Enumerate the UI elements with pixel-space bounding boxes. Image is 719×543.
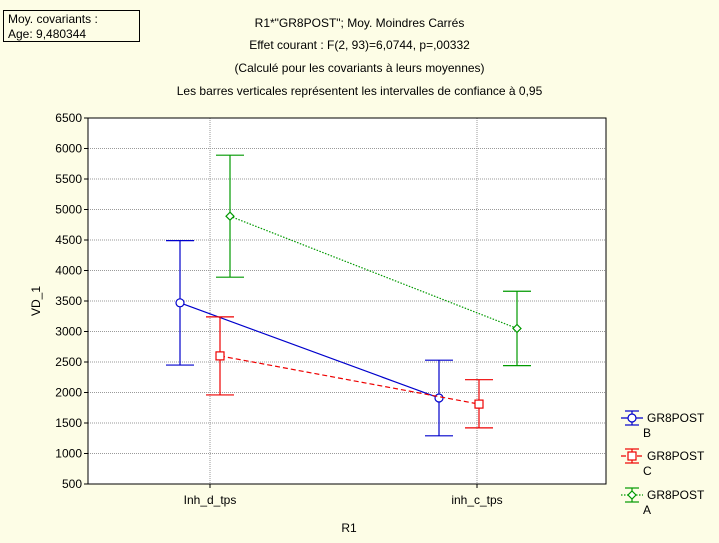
legend-label: GR8POST <box>647 411 705 425</box>
chart-note-confidence: Les barres verticales représentent les i… <box>176 84 543 98</box>
x-tick-label: Inh_d_tps <box>184 493 237 507</box>
y-tick-label: 1000 <box>55 447 82 461</box>
data-point-marker <box>225 211 235 222</box>
covariates-line-2: Age: 9,480344 <box>8 27 87 41</box>
y-tick-label: 3000 <box>55 325 82 339</box>
covariates-box: Moy. covariants : Age: 9,480344 <box>3 10 140 42</box>
data-point-marker <box>215 351 225 361</box>
data-point-marker <box>627 413 637 423</box>
y-tick-label: 2500 <box>55 355 82 369</box>
covariates-line-1: Moy. covariants : <box>8 12 98 26</box>
legend-label: GR8POST <box>647 449 705 463</box>
legend-label-group: A <box>643 503 651 517</box>
y-tick-label: 6000 <box>55 142 82 156</box>
y-tick-label: 6500 <box>55 111 82 125</box>
chart-subtitle: Effet courant : F(2, 93)=6,0744, p=,0033… <box>249 38 470 52</box>
legend-label-group: B <box>643 426 651 440</box>
data-point-marker <box>175 298 185 308</box>
data-point-marker <box>434 393 444 403</box>
legend-label-group: C <box>643 464 652 478</box>
y-tick-label: 3500 <box>55 294 82 308</box>
x-tick-label: inh_c_tps <box>451 493 502 507</box>
legend-label: GR8POST <box>647 488 705 502</box>
y-tick-label: 2000 <box>55 386 82 400</box>
data-point-marker <box>627 451 637 461</box>
series-line <box>229 215 518 330</box>
y-tick-label: 500 <box>62 477 82 491</box>
data-point-marker <box>474 399 484 409</box>
y-tick-label: 4000 <box>55 264 82 278</box>
data-point-marker <box>627 490 637 500</box>
chart-title: R1*"GR8POST"; Moy. Moindres Carrés <box>254 16 465 30</box>
chart-note-covariates: (Calculé pour les covariants à leurs moy… <box>234 61 485 75</box>
series-gr8post-a <box>216 154 531 367</box>
y-tick-label: 5500 <box>55 172 82 186</box>
y-tick-label: 1500 <box>55 416 82 430</box>
series-line <box>179 302 440 399</box>
data-point-marker <box>512 323 522 334</box>
series-line <box>219 355 480 405</box>
y-axis-label: VD_1 <box>29 286 43 316</box>
y-tick-label: 4500 <box>55 233 82 247</box>
x-axis-label: R1 <box>341 521 357 535</box>
series-gr8post-b <box>166 240 453 437</box>
series-gr8post-c <box>206 316 493 429</box>
y-tick-label: 5000 <box>55 203 82 217</box>
